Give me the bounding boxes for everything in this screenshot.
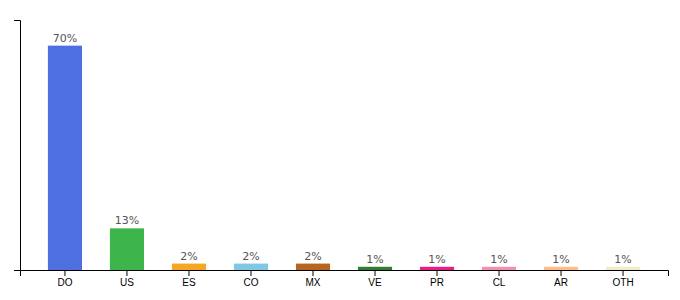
x-tick-mark bbox=[561, 270, 562, 276]
x-tick-mark bbox=[623, 270, 624, 276]
x-tick: VE bbox=[368, 270, 382, 288]
bar bbox=[420, 267, 454, 270]
x-tick-label: OTH bbox=[612, 277, 633, 288]
data-label: 13% bbox=[115, 214, 139, 227]
bar bbox=[482, 267, 516, 270]
x-tick: DO bbox=[57, 270, 72, 288]
x-tick: MX bbox=[305, 270, 320, 288]
x-tick: CO bbox=[243, 270, 258, 288]
x-tick-mark bbox=[312, 270, 313, 276]
x-tick-mark bbox=[375, 270, 376, 276]
x-tick-label: CO bbox=[243, 277, 258, 288]
data-label: 1% bbox=[428, 253, 445, 266]
data-label: 1% bbox=[490, 253, 507, 266]
bar bbox=[172, 264, 206, 270]
x-axis: DO US ES CO MX VE PR CL AR OTH bbox=[21, 270, 669, 288]
x-tick-mark bbox=[437, 270, 438, 276]
x-tick: OTH bbox=[612, 270, 633, 288]
data-label: 2% bbox=[180, 250, 197, 263]
bar bbox=[110, 228, 144, 270]
x-tick-mark bbox=[188, 270, 189, 276]
x-tick: ES bbox=[182, 270, 196, 288]
x-tick: CL bbox=[493, 270, 506, 288]
x-tick-label: US bbox=[120, 277, 134, 288]
chart: DO US ES CO MX VE PR CL AR OTH 70% 13% 2% 2% 2% 1% 1% 1% 1… bbox=[0, 0, 680, 300]
bar bbox=[606, 267, 640, 270]
bar bbox=[544, 267, 578, 270]
x-tick-label: PR bbox=[430, 277, 444, 288]
x-tick: AR bbox=[554, 270, 568, 288]
x-tick: PR bbox=[430, 270, 444, 288]
data-label: 1% bbox=[614, 253, 631, 266]
data-label: 2% bbox=[242, 250, 259, 263]
bar bbox=[296, 264, 330, 270]
x-tick-label: DO bbox=[57, 277, 72, 288]
data-label: 1% bbox=[366, 253, 383, 266]
plot: DO US ES CO MX VE PR CL AR OTH 70% 13% 2% 2% 2% 1% 1% 1% 1… bbox=[14, 21, 669, 289]
y-axis bbox=[14, 21, 21, 271]
x-tick-label: VE bbox=[368, 277, 382, 288]
bar bbox=[234, 264, 268, 270]
x-tick-label: AR bbox=[554, 277, 568, 288]
x-tick-label: MX bbox=[305, 277, 320, 288]
x-tick-mark bbox=[499, 270, 500, 276]
data-labels: 70% 13% 2% 2% 2% 1% 1% 1% 1% 1% bbox=[53, 32, 632, 266]
data-label: 2% bbox=[304, 250, 321, 263]
data-label: 70% bbox=[53, 32, 77, 45]
x-axis-line bbox=[21, 271, 669, 277]
x-tick-mark bbox=[126, 270, 127, 276]
data-label: 1% bbox=[552, 253, 569, 266]
x-tick-label: ES bbox=[182, 277, 196, 288]
y-axis-line bbox=[14, 21, 21, 271]
x-tick-label: CL bbox=[493, 277, 506, 288]
x-tick-mark bbox=[250, 270, 251, 276]
bar bbox=[48, 46, 82, 270]
x-tick: US bbox=[120, 270, 134, 288]
x-tick-mark bbox=[64, 270, 65, 276]
bars bbox=[48, 46, 640, 270]
bar bbox=[358, 267, 392, 270]
